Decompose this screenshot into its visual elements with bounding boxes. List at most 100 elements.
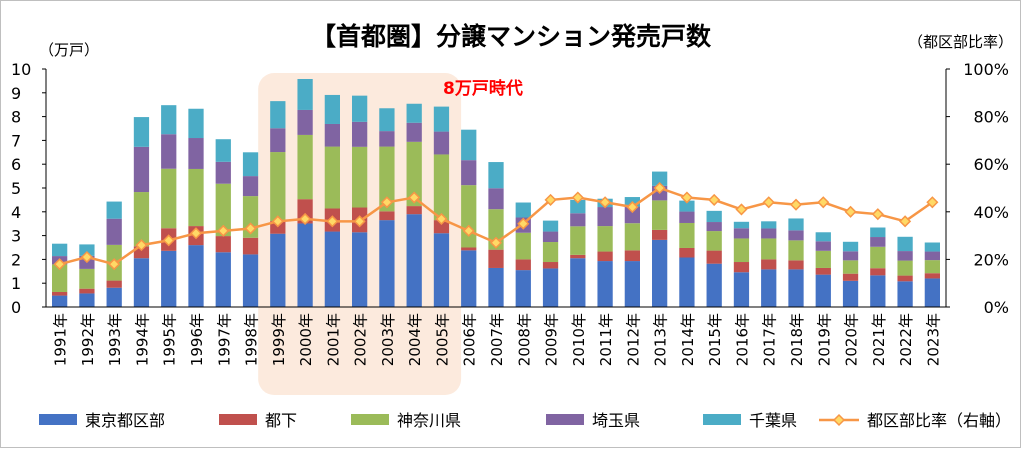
left-tick-label: 9 [11,84,21,103]
bar-segment [461,160,477,186]
bar-segment [379,146,395,212]
bar-segment [624,206,640,224]
x-tick-label: 1991年 [52,313,70,366]
legend-label: 都下 [265,411,297,430]
ratio-point [653,181,666,195]
bar-segment [133,192,150,247]
left-tick-label: 3 [11,227,21,246]
bar-segment [488,267,504,307]
x-tick-label: 2007年 [488,313,506,366]
bar-segment [433,106,450,132]
bar-segment [733,228,750,239]
bar-segment [706,222,722,232]
left-tick-label: 1 [11,274,21,293]
bar-segment [79,268,95,289]
x-tick-label: 2000年 [297,313,315,366]
bar-segment [515,202,531,218]
bar-segment [352,232,368,307]
x-tick-label: 2020年 [843,313,861,366]
bar-segment [379,131,395,147]
chart-title: 【首都圏】分譲マンション発売戸数 [311,22,712,51]
bar-segment [133,246,150,259]
legend-swatch [703,414,741,425]
x-tick-label: 2023年 [924,313,942,366]
bar-segment [133,258,150,307]
bar-segment [79,244,95,256]
ratio-point [80,250,93,264]
bar-segment [242,152,259,177]
bar-segment [679,257,695,307]
left-tick-label: 7 [11,131,21,150]
bar-segment [815,267,831,275]
left-tick-label: 2 [11,250,21,269]
bar-segment [406,206,422,215]
left-tick-label: 6 [11,155,21,174]
bar-segment [106,201,122,219]
ratio-point [571,191,584,204]
x-tick-label: 2017年 [761,313,779,366]
x-tick-label: 1993年 [106,313,124,366]
bar-segment [570,213,586,227]
bar-segment [433,233,450,307]
bar-segment [161,134,177,169]
bar-segment [215,252,231,307]
x-tick-label: 2011年 [597,313,615,366]
bar-segment [924,242,940,252]
bar-segment [133,117,150,147]
bar-segment [515,232,531,260]
bar-segment [842,241,859,252]
left-tick-label: 4 [11,203,21,222]
legend-swatch [219,414,257,425]
ratio-point [599,196,612,209]
x-tick-label: 2015年 [706,313,724,366]
legend-label: 東京都区部 [85,411,165,430]
bar-segment [624,250,640,262]
legend-label: 千葉県 [749,411,797,430]
bar-segment [461,247,477,251]
bar-segment [761,238,777,260]
legend-label: 都区部比率（右軸） [867,411,1011,430]
bar-segment [706,231,722,251]
x-tick-label: 1992年 [79,313,97,366]
bar-segment [297,78,313,110]
bar-segment [788,240,804,261]
ratio-point [817,196,830,209]
bar-segment [542,242,559,263]
bar-segment [815,274,831,307]
bar-segment [324,123,340,147]
x-tick-label: 2002年 [352,313,370,366]
bar-segment [297,134,313,200]
bar-segment [433,131,450,155]
bar-segment [433,154,450,221]
bar-segment [297,109,313,135]
x-tick-label: 2014年 [679,313,697,366]
bar-segment [761,228,777,239]
ratio-point [217,224,230,237]
ratio-point [435,212,448,226]
bar-segment [488,188,504,210]
bar-segment [188,245,204,307]
right-axis-unit: （都区部比率） [908,33,1013,51]
bar-segment [842,251,859,261]
bar-segment [870,246,886,269]
bar-segment [270,233,286,307]
bar-segment [597,251,613,262]
bar-segment [733,262,750,273]
bar-segment [897,275,913,282]
ratio-point [735,203,748,216]
bar-segment [79,288,95,294]
ratio-point [353,215,366,228]
bar-segment [924,278,940,307]
bar-segment [461,129,477,161]
bar-segment [733,272,750,307]
legend: 東京都区部 都下 神奈川県 埼玉県 千葉県 都区部比率（右軸） [39,411,1011,430]
ratio-point [326,215,339,228]
bar-segment [406,141,422,207]
bar-segment [379,108,395,132]
bar-segment [652,171,668,186]
bar-segment [652,200,668,230]
right-tick-label: 80% [973,108,1009,127]
bar-segment [570,254,586,259]
